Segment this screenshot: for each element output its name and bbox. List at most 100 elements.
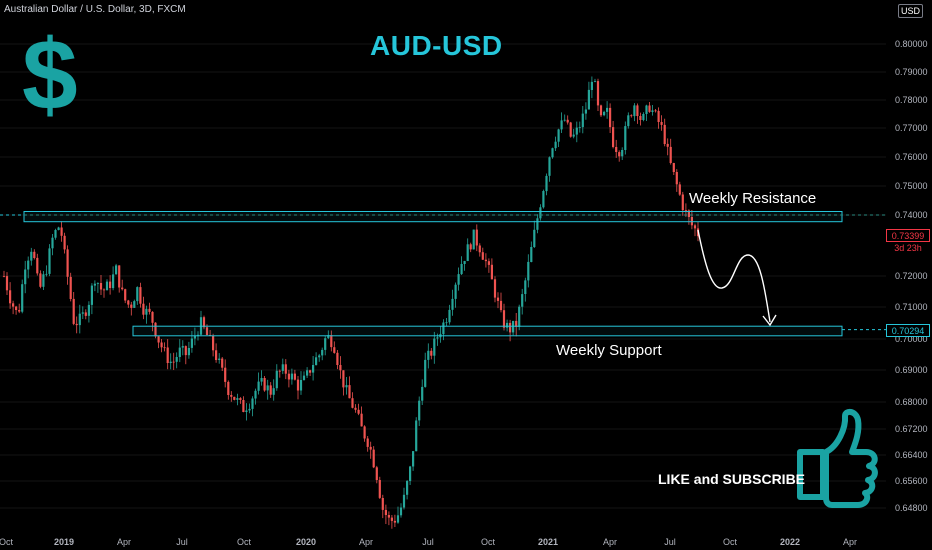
- candle-body: [636, 105, 639, 116]
- candle-body: [672, 163, 675, 172]
- candle-body: [639, 116, 642, 120]
- candle-body: [290, 373, 293, 380]
- candle-body: [596, 81, 600, 106]
- candle-body: [205, 327, 209, 335]
- candle-body: [384, 509, 387, 515]
- candlestick-series: [0, 43, 886, 529]
- candle-body: [487, 261, 490, 265]
- time-tick-label: Apr: [117, 537, 131, 547]
- candle-body: [45, 273, 48, 275]
- price-tick-label: 0.78000: [895, 95, 928, 105]
- candle-body: [187, 348, 190, 356]
- candle-body: [54, 230, 57, 238]
- candle-body: [60, 227, 63, 236]
- candle-body: [115, 265, 118, 275]
- candle-body: [24, 269, 27, 285]
- time-tick-label: Jul: [664, 537, 676, 547]
- candle-body: [427, 350, 430, 360]
- candle-body: [302, 375, 306, 380]
- candle-body: [105, 281, 109, 291]
- candle-body: [84, 312, 87, 316]
- currency-button[interactable]: USD: [898, 4, 924, 18]
- price-axis[interactable]: 0.80000 0.79000 0.78000 0.77000 0.76000 0.750…: [895, 39, 928, 513]
- candle-body: [551, 148, 554, 158]
- candle-body: [645, 105, 648, 114]
- candle-body: [621, 150, 624, 157]
- candle-body: [18, 310, 21, 312]
- candle-body: [181, 346, 184, 348]
- candle-body: [448, 309, 451, 323]
- candle-body: [202, 317, 206, 328]
- candle-body: [521, 294, 524, 307]
- candle-body: [333, 347, 336, 353]
- candle-body: [424, 359, 427, 387]
- candle-body: [57, 227, 60, 230]
- candle-body: [560, 120, 563, 130]
- candle-body: [496, 297, 500, 301]
- candle-body: [572, 134, 575, 137]
- candle-body: [145, 308, 148, 315]
- candle-body: [130, 304, 133, 308]
- candle-body: [393, 520, 396, 523]
- candle-body: [81, 312, 84, 314]
- time-tick-label: Oct: [481, 537, 496, 547]
- candle-body: [412, 451, 415, 467]
- candle-body: [578, 127, 581, 128]
- candle-body: [133, 301, 136, 308]
- candle-body: [178, 347, 181, 357]
- candle-body: [372, 449, 375, 468]
- candle-body: [678, 184, 681, 195]
- candle-body: [569, 122, 572, 137]
- candle-body: [366, 438, 369, 447]
- candle-body: [318, 355, 321, 358]
- candle-body: [590, 81, 593, 90]
- candle-body: [599, 105, 603, 116]
- price-tick-label: 0.66400: [895, 450, 928, 460]
- candle-body: [69, 276, 72, 299]
- candle-body: [390, 517, 393, 521]
- candle-body: [612, 127, 615, 147]
- candle-body: [236, 398, 239, 400]
- candle-body: [157, 336, 160, 343]
- candle-body: [287, 373, 290, 380]
- price-tick-label: 0.70000: [895, 334, 928, 344]
- candle-body: [624, 126, 627, 150]
- time-axis[interactable]: Oct 2019 Apr Jul Oct 2020 Apr Jul Oct 2021 Apr Jul O…: [0, 537, 857, 547]
- candle-body: [33, 251, 36, 258]
- candle-body: [524, 280, 527, 294]
- candle-body: [563, 119, 566, 121]
- candle-body: [406, 481, 409, 495]
- price-tick-label: 0.80000: [895, 39, 928, 49]
- candle-body: [278, 370, 281, 372]
- time-tick-label: Oct: [237, 537, 252, 547]
- candle-body: [154, 322, 157, 337]
- candle-body: [502, 310, 506, 328]
- candle-body: [475, 229, 478, 246]
- candle-body: [260, 378, 263, 382]
- time-tick-label: 2019: [54, 537, 74, 547]
- candle-body: [254, 390, 257, 399]
- chart-title: AUD-USD: [370, 30, 503, 61]
- candle-body: [306, 370, 309, 376]
- candle-body: [87, 304, 90, 316]
- candle-body: [402, 494, 406, 508]
- candle-body: [21, 284, 24, 312]
- candle-body: [542, 191, 545, 208]
- candle-body: [272, 388, 275, 395]
- zone-layer: [0, 211, 886, 337]
- candle-body: [421, 386, 424, 401]
- candle-body: [609, 107, 612, 128]
- candle-body: [345, 385, 348, 388]
- candle-body: [627, 115, 630, 127]
- candle-body: [527, 261, 530, 281]
- candle-body: [242, 400, 245, 412]
- candle-body: [469, 244, 472, 250]
- price-tick-label: 0.76000: [895, 152, 928, 162]
- candle-body: [109, 281, 112, 288]
- candle-body: [66, 249, 69, 277]
- candle-body: [648, 105, 651, 112]
- candle-body: [633, 105, 636, 117]
- candle-body: [2, 276, 6, 277]
- candle-body: [169, 361, 172, 363]
